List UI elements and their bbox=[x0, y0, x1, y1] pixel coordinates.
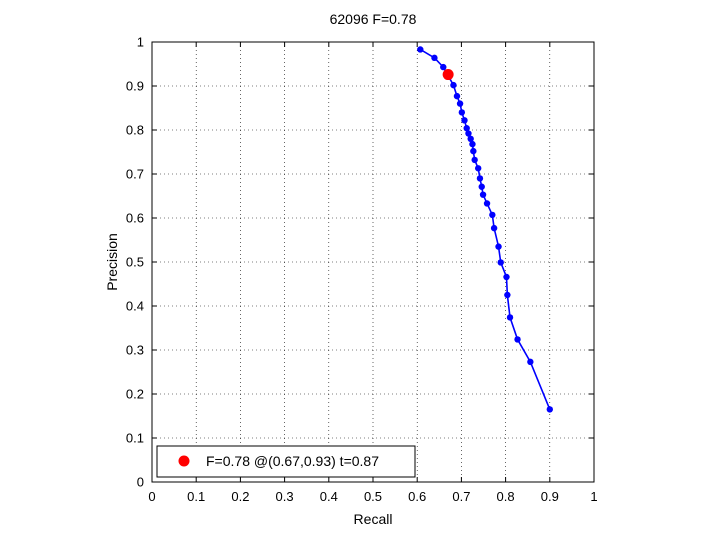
x-tick-label: 0.2 bbox=[231, 489, 249, 504]
y-axis-title: Precision bbox=[104, 233, 120, 291]
legend: F=0.78 @(0.67,0.93) t=0.87 bbox=[156, 445, 416, 478]
y-tick-label: 0.9 bbox=[126, 79, 144, 94]
pr-curve-point bbox=[483, 200, 491, 207]
pr-curve-point bbox=[471, 156, 478, 164]
pr-curve-point bbox=[417, 46, 424, 53]
pr-curve-point bbox=[474, 165, 482, 172]
pr-curve-point bbox=[463, 125, 470, 132]
y-tick-label: 0.8 bbox=[126, 123, 144, 138]
grid bbox=[152, 42, 594, 482]
best-f-point bbox=[442, 69, 454, 81]
pr-curve-point bbox=[458, 109, 466, 116]
pr-curve-point bbox=[470, 147, 477, 155]
pr-curve-point bbox=[514, 336, 521, 343]
pr-curve-point bbox=[546, 406, 553, 413]
pr-curve-point bbox=[504, 291, 511, 299]
y-tick-label: 0.6 bbox=[126, 211, 144, 226]
axis-ticks: 0 0.1 0.2 0.3 0.4 0.5 0.6 0.7 0.8 0.9 1 0 0.1 0.2 0.3 0… bbox=[126, 35, 598, 505]
pr-curve-point bbox=[497, 259, 504, 266]
x-tick-label: 0 bbox=[148, 489, 155, 504]
y-tick-label: 0.2 bbox=[126, 387, 144, 402]
chart-title: 62096 F=0.78 bbox=[330, 11, 417, 27]
y-tick-label: 0.7 bbox=[126, 167, 144, 182]
legend-label: F=0.78 @(0.67,0.93) t=0.87 bbox=[206, 453, 379, 469]
pr-curve-point bbox=[456, 100, 464, 107]
y-tick-label: 1 bbox=[137, 35, 144, 50]
pr-curve-point bbox=[469, 140, 476, 148]
pr-curve-point bbox=[453, 92, 461, 100]
series-layer bbox=[417, 46, 553, 413]
x-tick-label: 0.5 bbox=[364, 489, 382, 504]
y-tick-label: 0.3 bbox=[126, 343, 144, 358]
legend-marker bbox=[178, 455, 190, 467]
pr-curve-point bbox=[490, 224, 498, 232]
y-tick-label: 0.4 bbox=[126, 299, 144, 314]
x-tick-label: 1 bbox=[590, 489, 597, 504]
pr-curve-point bbox=[506, 314, 514, 321]
pr-curve-point bbox=[489, 211, 496, 219]
y-tick-label: 0 bbox=[137, 475, 144, 490]
pr-curve-line bbox=[419, 48, 551, 410]
pr-curve-point bbox=[476, 175, 484, 182]
legend-box bbox=[156, 445, 416, 478]
pr-curve-point bbox=[495, 243, 502, 250]
x-tick-label: 0.6 bbox=[408, 489, 426, 504]
y-tick-label: 0.1 bbox=[126, 431, 144, 446]
pr-curve-point bbox=[450, 81, 457, 89]
x-tick-label: 0.7 bbox=[452, 489, 470, 504]
pr-curve-point bbox=[478, 183, 485, 190]
x-tick-label: 0.3 bbox=[276, 489, 294, 504]
pr-curve-point bbox=[467, 135, 474, 142]
x-tick-label: 0.8 bbox=[497, 489, 515, 504]
pr-curve-point bbox=[461, 117, 468, 124]
pr-curve-point bbox=[503, 273, 510, 281]
x-tick-label: 0.4 bbox=[320, 489, 338, 504]
pr-curve-point bbox=[527, 358, 534, 366]
y-tick-label: 0.5 bbox=[126, 255, 144, 270]
pr-curve-point bbox=[465, 130, 472, 137]
x-tick-label: 0.1 bbox=[187, 489, 205, 504]
pr-curve-point bbox=[431, 54, 438, 62]
x-axis-title: Recall bbox=[354, 511, 393, 527]
pr-curve-point bbox=[440, 63, 447, 71]
best-point-layer bbox=[442, 69, 454, 81]
pr-curve-point bbox=[479, 191, 487, 198]
x-tick-label: 0.9 bbox=[541, 489, 559, 504]
